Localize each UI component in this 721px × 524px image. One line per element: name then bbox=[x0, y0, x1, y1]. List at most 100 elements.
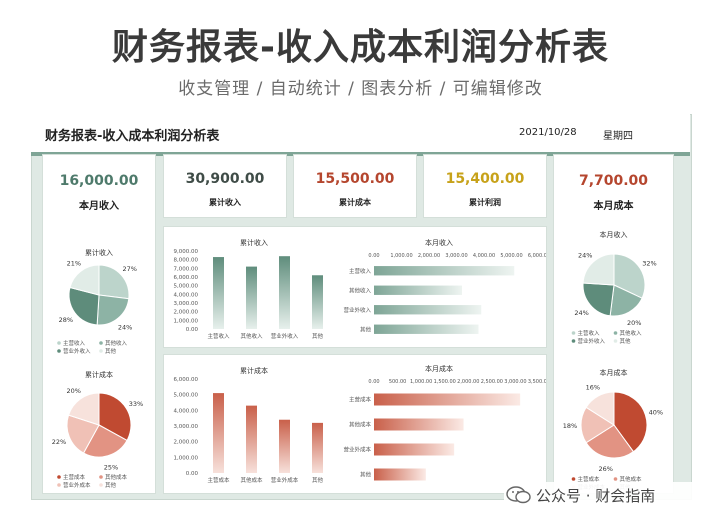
x-tick-label: 3,000.00 bbox=[504, 379, 526, 385]
y-tick-label: 0.00 bbox=[186, 327, 199, 333]
dashboard-header: 财务报表-收入成本利润分析表 2021/10/28 星期四 bbox=[31, 114, 690, 156]
pie-slice bbox=[585, 424, 635, 459]
pie-title: 本月收入 bbox=[600, 230, 628, 239]
kpi-card-profit-total: 15,400.00 累计利润 bbox=[423, 154, 547, 218]
x-tick-label: 其他 bbox=[312, 476, 324, 484]
legend-label: 主营成本 bbox=[578, 475, 601, 483]
dashboard-title: 财务报表-收入成本利润分析表 bbox=[45, 129, 220, 144]
pie-slice bbox=[98, 392, 132, 442]
pie-label: 24% bbox=[118, 324, 132, 332]
legend-swatch bbox=[99, 475, 103, 479]
hbar bbox=[374, 443, 455, 456]
pie-slice bbox=[66, 414, 100, 454]
pie-label: 26% bbox=[599, 465, 613, 473]
kpi-profit-total-value: 15,400.00 bbox=[445, 171, 525, 187]
bar bbox=[213, 257, 224, 329]
pie-slice bbox=[69, 264, 100, 296]
hbar bbox=[374, 468, 426, 481]
y-tick-label: 5,000.00 bbox=[174, 393, 199, 399]
kpi-cost-total-value: 15,500.00 bbox=[315, 171, 395, 187]
kpi-income-total-label: 累计收入 bbox=[209, 198, 241, 207]
pie-slice bbox=[613, 391, 648, 453]
y-tick-label: 其他收入 bbox=[349, 286, 372, 294]
pie-label: 32% bbox=[642, 259, 656, 267]
pie-slice bbox=[82, 424, 128, 458]
bar-title: 累计成本 bbox=[240, 366, 268, 375]
legend-swatch bbox=[99, 349, 103, 353]
y-tick-label: 0.00 bbox=[186, 471, 199, 477]
pie-title: 本月成本 bbox=[600, 368, 628, 377]
cost-charts-panel: 累计成本 0.00 1,000.00 2,000.00 3,000.00 4,000.00… bbox=[163, 354, 547, 494]
x-tick-label: 0.00 bbox=[368, 379, 379, 385]
hbar bbox=[374, 393, 521, 406]
kpi-income-month-label: 本月收入 bbox=[79, 201, 119, 212]
x-tick-label: 2,000.00 bbox=[457, 379, 479, 385]
left-panel: 16,000.00 本月收入 累计收入 27% 24% 28% 21% 主营收入 其他收入营… bbox=[42, 154, 156, 494]
hero-subtitle: 收支管理 / 自动统计 / 图表分析 / 可编辑修改 bbox=[178, 79, 543, 99]
bar-cost-total: 累计成本 0.00 1,000.00 2,000.00 3,000.00 4,000.00… bbox=[174, 366, 324, 484]
hero-title: 财务报表-收入成本利润分析表 bbox=[112, 27, 609, 68]
pie-label: 24% bbox=[574, 309, 588, 317]
pie-label: 28% bbox=[59, 316, 73, 324]
y-tick-label: 2,000.00 bbox=[174, 440, 199, 446]
pie-slice bbox=[98, 264, 130, 300]
legend-swatch bbox=[57, 349, 61, 353]
kpi-cost-month-value: 7,700.00 bbox=[578, 173, 649, 189]
bar bbox=[312, 422, 323, 473]
bar bbox=[279, 256, 290, 329]
legend-swatch bbox=[613, 477, 618, 481]
pie-label: 25% bbox=[104, 463, 118, 471]
kpi-cost-total-label: 累计成本 bbox=[339, 198, 371, 207]
kpi-card-cost-total: 15,500.00 累计成本 bbox=[293, 154, 417, 218]
legend-swatch bbox=[99, 341, 103, 345]
pie-label: 22% bbox=[52, 438, 66, 446]
pie-label: 40% bbox=[649, 408, 663, 416]
hbar bbox=[374, 266, 515, 276]
y-tick-label: 3,000.00 bbox=[174, 424, 199, 430]
x-tick-label: 主营成本 bbox=[207, 476, 230, 484]
pie-label: 18% bbox=[563, 422, 577, 430]
x-tick-label: 1,000.00 bbox=[390, 253, 412, 259]
x-tick-label: 其他 bbox=[312, 332, 324, 340]
y-tick-label: 2,000.00 bbox=[174, 310, 199, 316]
pie-slice bbox=[585, 391, 615, 426]
x-tick-label: 2,500.00 bbox=[481, 379, 503, 385]
y-tick-label: 8,000.00 bbox=[174, 258, 199, 264]
pie-label: 27% bbox=[123, 265, 137, 273]
hbar-income-month: 本月收入 0.00 1,000.00 2,000.00 3,000.00 4,000.00… bbox=[343, 238, 546, 334]
legend-label: 营业外收入 bbox=[63, 347, 91, 355]
legend-swatch bbox=[613, 331, 618, 335]
legend-label: 其他成本 bbox=[105, 473, 128, 481]
x-tick-label: 4,000.00 bbox=[473, 253, 495, 259]
y-tick-label: 3,000.00 bbox=[174, 301, 199, 307]
legend-swatch bbox=[571, 339, 576, 343]
legend-swatch bbox=[571, 331, 576, 335]
x-tick-label: 5,000.00 bbox=[500, 253, 522, 259]
pie-title: 累计成本 bbox=[85, 370, 113, 379]
pie-slice bbox=[68, 286, 100, 326]
legend-label: 其他 bbox=[105, 481, 117, 489]
y-tick-label: 主营收入 bbox=[349, 267, 372, 275]
x-tick-label: 500.00 bbox=[389, 379, 407, 385]
hbar bbox=[374, 305, 482, 315]
legend-swatch bbox=[613, 339, 618, 343]
kpi-profit-total-label: 累计利润 bbox=[469, 198, 501, 207]
bar-title: 累计收入 bbox=[240, 238, 268, 247]
legend-label: 主营收入 bbox=[63, 339, 86, 347]
y-tick-label: 其他 bbox=[360, 471, 372, 479]
pie-slice bbox=[582, 253, 615, 286]
header-date: 2021/10/28 bbox=[519, 127, 577, 138]
y-tick-label: 5,000.00 bbox=[174, 284, 199, 290]
x-tick-label: 3,000.00 bbox=[445, 253, 467, 259]
watermark: 公众号 · 财会指南 bbox=[504, 482, 714, 508]
y-tick-label: 营业外收入 bbox=[343, 306, 371, 314]
pie-label: 21% bbox=[67, 260, 81, 268]
hbar bbox=[374, 324, 479, 334]
legend-swatch bbox=[57, 475, 61, 479]
x-tick-label: 1,500.00 bbox=[434, 379, 456, 385]
legend-label: 营业外成本 bbox=[63, 481, 91, 489]
bar bbox=[213, 393, 224, 473]
